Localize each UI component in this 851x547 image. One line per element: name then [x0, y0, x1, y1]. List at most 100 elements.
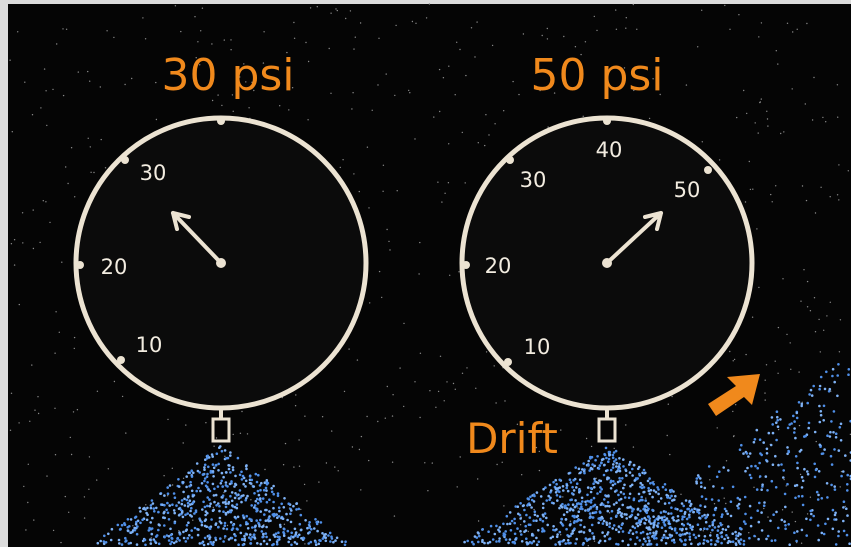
- dot: [64, 495, 67, 498]
- dot: [829, 454, 833, 458]
- dot: [756, 228, 758, 230]
- dot: [268, 538, 272, 542]
- dot: [664, 536, 667, 539]
- dot: [498, 540, 501, 543]
- dot: [244, 464, 248, 468]
- dot: [670, 494, 673, 498]
- dot: [555, 482, 558, 486]
- dot: [230, 480, 233, 483]
- dot: [613, 447, 615, 450]
- dot: [327, 534, 330, 537]
- dot: [795, 411, 799, 415]
- dot: [758, 461, 761, 465]
- dot: [287, 502, 291, 506]
- dot: [208, 537, 211, 541]
- dot: [250, 499, 252, 501]
- dot: [634, 542, 637, 546]
- dot: [567, 503, 570, 506]
- dot: [574, 542, 577, 545]
- dot: [813, 430, 817, 434]
- dot: [212, 494, 216, 497]
- dot: [360, 489, 362, 491]
- dot: [358, 448, 361, 451]
- dot: [820, 452, 824, 456]
- dot: [599, 486, 602, 489]
- dot: [672, 518, 676, 522]
- dot: [257, 521, 260, 525]
- dot: [695, 480, 698, 483]
- dot: [681, 533, 685, 536]
- dot: [757, 132, 759, 134]
- dot: [129, 541, 132, 545]
- dot: [586, 499, 589, 503]
- dot: [88, 456, 91, 458]
- dot: [166, 501, 169, 505]
- dot: [203, 505, 207, 509]
- dot: [647, 489, 651, 493]
- dot: [609, 487, 613, 490]
- dot: [58, 331, 60, 333]
- dot: [847, 368, 851, 371]
- dot: [784, 527, 787, 531]
- dot: [255, 480, 259, 484]
- dot: [583, 525, 586, 529]
- dot: [565, 486, 568, 490]
- dot: [306, 500, 308, 502]
- dot: [589, 490, 593, 494]
- dot: [840, 474, 843, 478]
- dot: [813, 475, 817, 479]
- dot: [615, 9, 617, 11]
- dot: [213, 487, 216, 491]
- dot: [593, 540, 596, 542]
- dot: [794, 436, 797, 440]
- dot: [786, 426, 790, 430]
- dot: [477, 532, 480, 535]
- dot: [664, 488, 668, 492]
- dot: [418, 273, 420, 275]
- dot: [306, 526, 309, 530]
- dot: [780, 518, 784, 522]
- dot: [24, 81, 26, 83]
- dot: [794, 520, 797, 523]
- dot: [775, 510, 778, 514]
- dot: [232, 433, 234, 436]
- dot: [295, 394, 297, 396]
- dot: [847, 373, 850, 377]
- dot: [221, 494, 225, 498]
- dot: [703, 535, 707, 538]
- dot: [822, 404, 826, 408]
- dot: [218, 516, 222, 520]
- dot: [472, 542, 475, 546]
- dot: [246, 494, 249, 498]
- dot: [190, 506, 193, 510]
- dot: [73, 347, 76, 350]
- dot: [230, 49, 232, 51]
- dot: [29, 420, 31, 422]
- dot: [793, 427, 796, 430]
- dot: [493, 532, 497, 536]
- dot: [719, 523, 723, 527]
- dot: [143, 538, 147, 542]
- dot: [206, 542, 210, 546]
- dot: [218, 504, 221, 508]
- dot: [459, 456, 461, 458]
- nozzle: [597, 417, 617, 443]
- dot: [477, 540, 480, 544]
- dot: [456, 41, 458, 43]
- dot: [750, 464, 753, 468]
- dot: [336, 9, 338, 12]
- dot: [775, 185, 777, 187]
- dot: [823, 448, 826, 451]
- dot: [305, 41, 307, 44]
- dot: [502, 534, 506, 537]
- dot: [721, 527, 725, 531]
- dot: [217, 469, 220, 472]
- dot: [419, 241, 421, 244]
- dot: [272, 533, 276, 537]
- dot: [231, 468, 235, 472]
- dot: [775, 438, 778, 442]
- dot: [120, 543, 124, 546]
- dot: [773, 539, 777, 542]
- dot: [812, 384, 815, 388]
- dot: [235, 503, 239, 506]
